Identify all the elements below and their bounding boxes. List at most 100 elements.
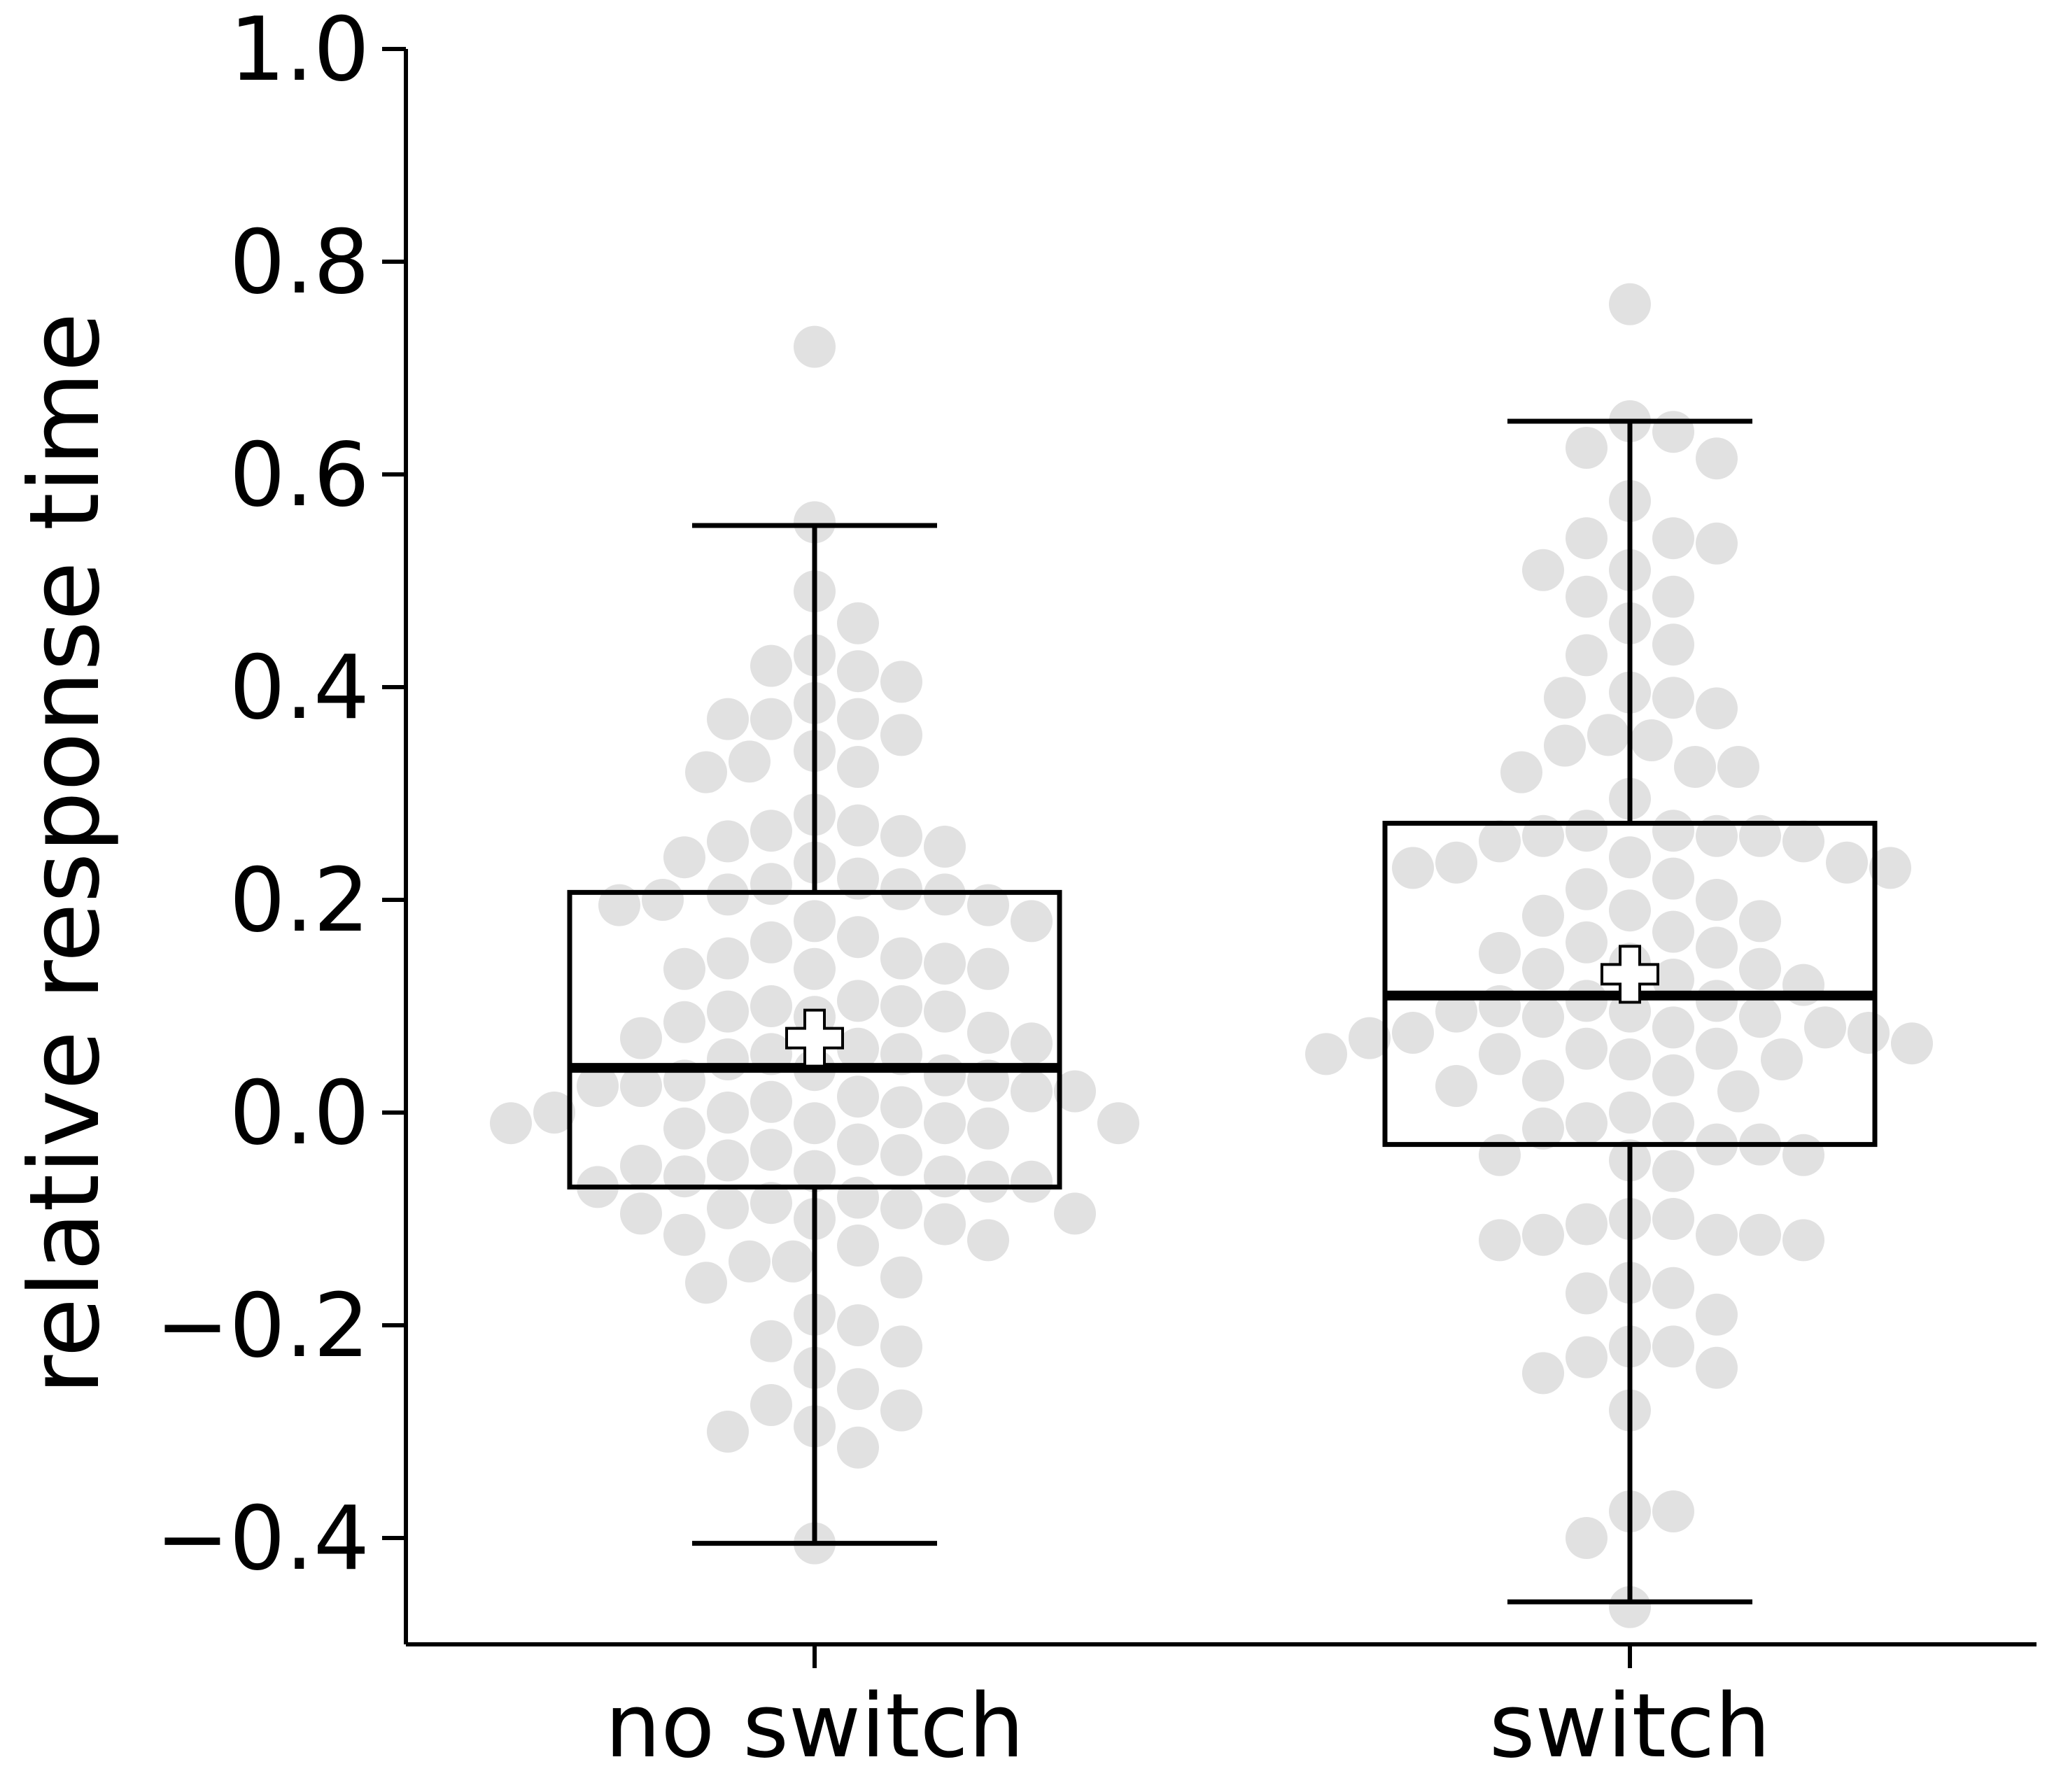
data-point xyxy=(663,1001,705,1043)
data-point xyxy=(837,804,879,847)
data-point xyxy=(837,1075,879,1118)
data-point xyxy=(1652,677,1694,719)
data-point xyxy=(1652,1102,1694,1145)
data-point xyxy=(880,1134,922,1176)
data-point xyxy=(837,1304,879,1346)
y-tick-label: 0.8 xyxy=(230,211,370,313)
data-point xyxy=(707,698,749,740)
data-point xyxy=(1522,1213,1564,1256)
data-point xyxy=(1739,1213,1781,1256)
data-point xyxy=(1349,1017,1391,1059)
data-point xyxy=(1011,1070,1053,1113)
data-point xyxy=(924,1155,966,1198)
data-point xyxy=(1566,427,1608,469)
data-point xyxy=(880,1389,922,1432)
data-point xyxy=(750,985,792,1027)
data-point xyxy=(880,1086,922,1129)
data-point xyxy=(707,1092,749,1134)
data-point xyxy=(1652,1150,1694,1192)
data-point xyxy=(1652,411,1694,453)
data-point xyxy=(1804,1006,1846,1049)
data-point xyxy=(1739,947,1781,990)
data-point xyxy=(729,740,771,783)
data-point xyxy=(750,810,792,852)
y-tick-label: 1.0 xyxy=(230,0,370,101)
data-point xyxy=(924,826,966,868)
data-point xyxy=(1652,910,1694,953)
data-point xyxy=(1522,894,1564,937)
data-point xyxy=(794,325,836,368)
data-point xyxy=(1609,889,1651,932)
data-point xyxy=(967,1012,1009,1054)
data-point xyxy=(729,1240,771,1283)
data-point xyxy=(1392,1012,1434,1054)
data-point xyxy=(707,1411,749,1453)
data-point xyxy=(1891,1022,1933,1065)
data-point xyxy=(1479,820,1521,863)
data-point xyxy=(1097,1102,1139,1145)
data-point xyxy=(1011,1160,1053,1203)
data-point xyxy=(1566,1203,1608,1246)
data-point xyxy=(837,1368,879,1411)
data-point xyxy=(1566,1517,1608,1559)
data-point xyxy=(1609,836,1651,879)
data-point xyxy=(1761,1038,1803,1080)
data-point xyxy=(880,1187,922,1229)
data-point xyxy=(1739,996,1781,1038)
data-point xyxy=(837,980,879,1022)
data-point xyxy=(642,879,684,921)
data-point xyxy=(750,1182,792,1225)
data-point xyxy=(1435,1065,1477,1107)
data-point xyxy=(837,1176,879,1219)
data-point xyxy=(1566,1336,1608,1378)
data-point xyxy=(750,1384,792,1426)
data-point xyxy=(1566,517,1608,560)
data-point xyxy=(1652,1006,1694,1049)
data-point xyxy=(663,1155,705,1198)
data-point xyxy=(1717,1070,1759,1113)
data-point xyxy=(837,1123,879,1166)
data-point xyxy=(1566,1272,1608,1315)
data-point xyxy=(1717,746,1759,788)
data-point xyxy=(794,501,836,544)
y-tick-label: −0.2 xyxy=(155,1274,370,1377)
data-point xyxy=(924,990,966,1033)
data-point xyxy=(533,1092,575,1134)
data-point xyxy=(837,650,879,693)
data-point xyxy=(620,1192,662,1235)
data-point xyxy=(1566,980,1608,1022)
data-point xyxy=(1522,1107,1564,1150)
data-point xyxy=(1054,1192,1096,1235)
y-tick-label: 0.2 xyxy=(230,849,370,952)
y-tick-label: 0.4 xyxy=(230,636,370,739)
data-point xyxy=(1479,1033,1521,1075)
y-tick-label: −0.4 xyxy=(155,1487,370,1590)
data-point xyxy=(1305,1033,1347,1075)
data-point xyxy=(707,1038,749,1080)
data-point xyxy=(837,1426,879,1469)
data-point xyxy=(1652,810,1694,852)
data-point xyxy=(1011,1022,1053,1065)
data-point xyxy=(1826,841,1868,884)
data-point xyxy=(967,947,1009,990)
data-point xyxy=(1500,751,1542,793)
data-point xyxy=(880,937,922,980)
data-point xyxy=(1696,522,1738,565)
y-tick-label: 0.6 xyxy=(230,423,370,526)
data-point xyxy=(1609,1092,1651,1134)
data-point xyxy=(880,661,922,703)
data-point xyxy=(1696,1027,1738,1070)
data-point xyxy=(1696,926,1738,969)
data-point xyxy=(880,814,922,857)
data-point xyxy=(1652,623,1694,666)
data-point xyxy=(1392,847,1434,889)
data-point xyxy=(1435,841,1477,884)
data-point xyxy=(1782,1134,1824,1176)
data-point xyxy=(837,857,879,900)
data-point xyxy=(1652,857,1694,900)
data-point xyxy=(880,1256,922,1299)
data-point xyxy=(1652,1267,1694,1309)
data-point xyxy=(750,1320,792,1362)
data-point xyxy=(1522,1059,1564,1102)
data-point xyxy=(663,947,705,990)
